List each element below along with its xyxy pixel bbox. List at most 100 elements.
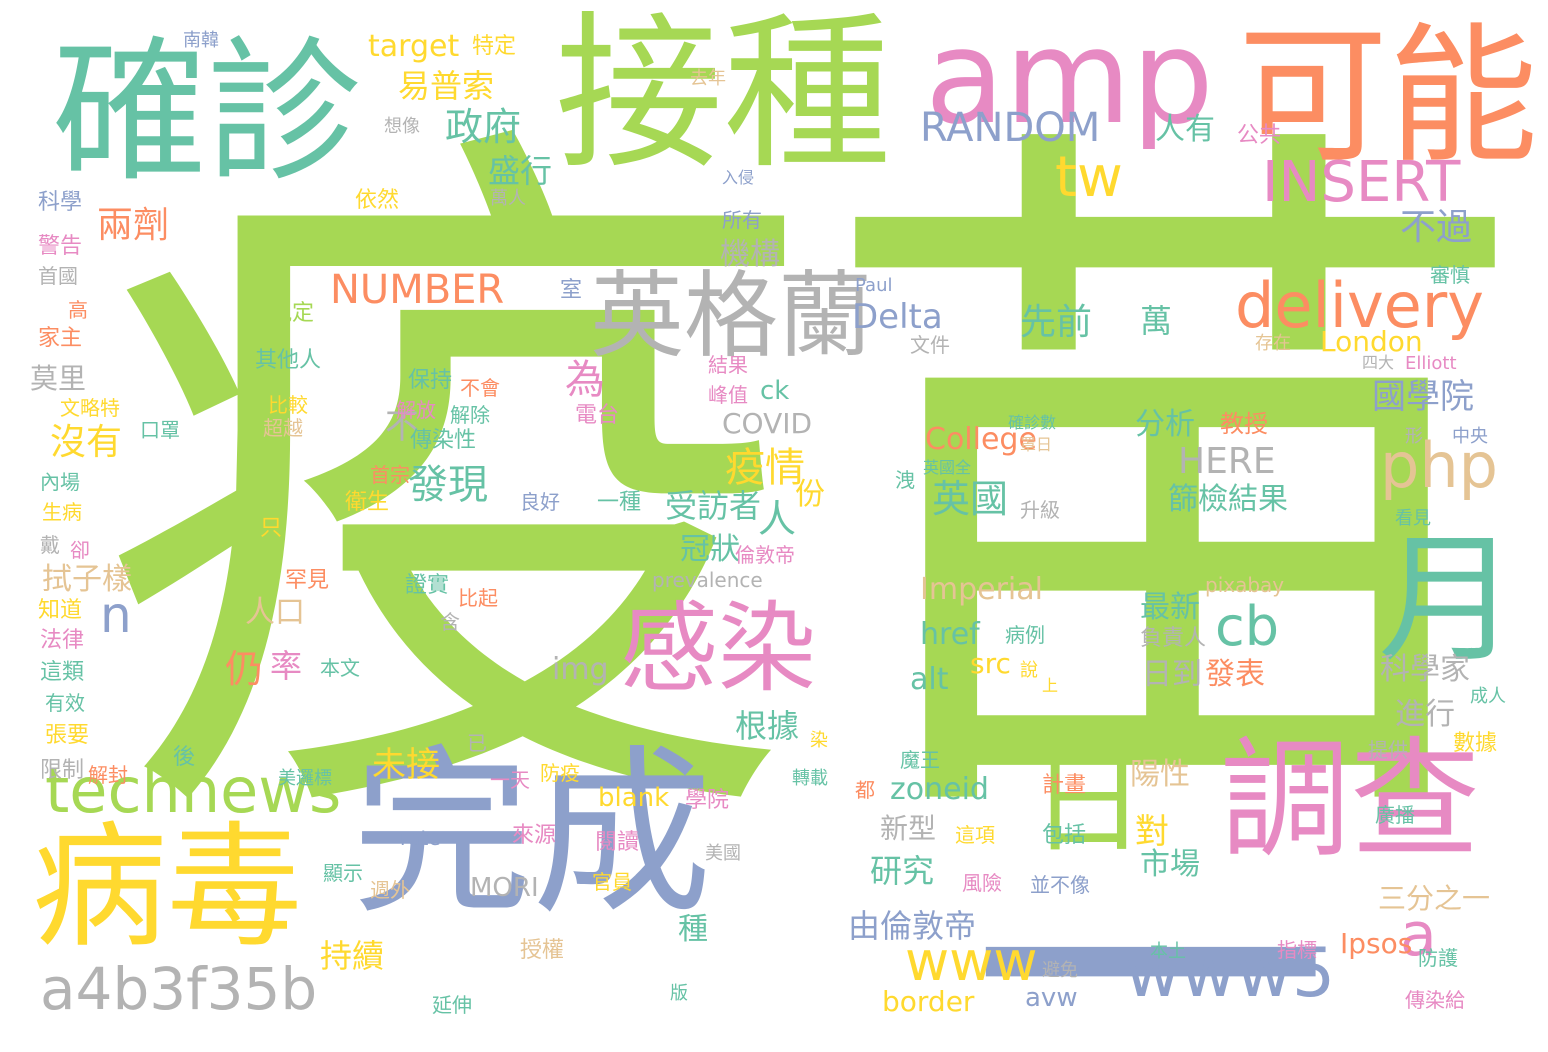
cloud-word: 官員	[592, 870, 632, 894]
cloud-word: 美邏標	[278, 768, 332, 789]
cloud-word: delivery	[1235, 269, 1484, 342]
cloud-word: border	[882, 985, 975, 1018]
cloud-word: 本文	[320, 656, 360, 680]
cloud-word: 避免	[1042, 960, 1078, 981]
cloud-word: 這類	[40, 660, 85, 685]
cloud-word: Elliott	[1405, 353, 1457, 374]
cloud-word: 其他人	[255, 348, 322, 373]
cloud-word: 先前	[1020, 302, 1093, 343]
cloud-word: 數據	[1453, 731, 1498, 756]
cloud-word: 人	[758, 497, 797, 541]
cloud-word: 知道	[38, 598, 83, 623]
cloud-word: 含	[440, 610, 460, 634]
cloud-word: 想像	[384, 116, 420, 137]
cloud-word: College	[925, 422, 1037, 457]
cloud-word: London	[1320, 325, 1423, 358]
cloud-word: 首宗	[370, 463, 410, 487]
cloud-word: 傳染性	[410, 428, 477, 453]
cloud-word: 上	[1042, 676, 1059, 695]
cloud-word: 戴	[40, 533, 60, 557]
cloud-word: 沒有	[50, 422, 123, 463]
cloud-word: 入侵	[722, 168, 755, 187]
cloud-word: 萬人	[490, 188, 526, 209]
cloud-word: 罕見	[285, 568, 330, 593]
cloud-word: pixabay	[1205, 573, 1285, 597]
cloud-word: 本土	[1150, 941, 1186, 962]
cloud-word: 傳染給	[1405, 988, 1465, 1012]
cloud-word: 版	[670, 983, 688, 1004]
cloud-word: 中央	[1452, 426, 1488, 447]
cloud-word: 教授	[1220, 410, 1268, 438]
cloud-word: 規定	[270, 301, 315, 326]
cloud-word: 魔王	[900, 748, 940, 772]
cloud-word: 超越	[263, 416, 303, 440]
cloud-word: 生病	[42, 500, 82, 524]
cloud-word: 仍	[225, 647, 264, 691]
cloud-word: Imperial	[920, 572, 1043, 607]
cloud-word: 內場	[40, 470, 80, 494]
cloud-word: 不	[385, 407, 419, 447]
cloud-word: 授權	[520, 938, 565, 963]
cloud-word: 拭子樣	[42, 562, 132, 597]
cloud-word: 南韓	[183, 30, 219, 51]
cloud-word: 日	[1011, 740, 1145, 855]
cloud-word: 美國	[705, 843, 741, 864]
cloud-word: 接種	[555, 0, 891, 192]
cloud-word: 存在	[1255, 333, 1291, 354]
cloud-word: 只	[260, 516, 283, 541]
cloud-word: 有效	[45, 691, 85, 715]
cloud-word: 國學院	[1372, 377, 1474, 417]
cloud-word: 指標	[1277, 938, 1317, 962]
cloud-word: 證實	[405, 573, 450, 598]
cloud-word: 特定	[472, 34, 517, 59]
cloud-word: 警告	[38, 234, 83, 259]
cloud-word: 峰值	[708, 383, 748, 407]
cloud-word: prevalence	[652, 568, 763, 592]
cloud-word: php	[1380, 429, 1499, 502]
cloud-word: 疫情	[725, 445, 805, 491]
cloud-word: 洩	[895, 468, 915, 492]
cloud-word: 家主	[38, 326, 83, 351]
cloud-word: 調查	[1220, 724, 1481, 876]
cloud-word: 室	[560, 278, 583, 303]
cloud-word: 閱讀	[595, 830, 640, 855]
cloud-word: tw	[1055, 145, 1123, 210]
cloud-word: 易普索	[398, 67, 495, 105]
cloud-word: alt	[910, 662, 949, 697]
cloud-word: 一天	[490, 768, 530, 792]
cloud-word: 都	[855, 778, 875, 802]
cloud-word: 冠狀	[680, 532, 740, 567]
cloud-word: href	[920, 617, 980, 652]
cloud-word: 比較	[268, 393, 308, 417]
cloud-word: a	[1400, 900, 1437, 970]
cloud-word: 進行	[1395, 697, 1455, 732]
cloud-word: 防護	[1418, 946, 1458, 970]
cloud-word: 英國	[932, 477, 1009, 521]
cloud-word: 卻	[70, 538, 90, 562]
cloud-word: Paul	[855, 275, 893, 296]
cloud-word: 完成	[352, 730, 713, 939]
cloud-word: 染	[810, 730, 828, 751]
cloud-word: www	[905, 930, 1038, 993]
cloud-word: 病例	[1005, 623, 1045, 647]
cloud-word: 負責人	[1140, 626, 1207, 651]
cloud-word: 防疫	[540, 761, 580, 785]
cloud-word: 科學	[38, 190, 83, 215]
cloud-word: 審慎	[1430, 263, 1470, 287]
cloud-word: 新型	[880, 812, 937, 845]
cloud-word: 英格蘭	[590, 262, 873, 371]
cloud-word: 比起	[458, 586, 498, 610]
cloud-word: 文件	[910, 333, 950, 357]
cloud-word: 學院	[685, 788, 730, 813]
cloud-word: 張要	[45, 723, 90, 748]
cloud-word: 疫苗	[95, 71, 1535, 909]
cloud-word: 結果	[708, 353, 748, 377]
cloud-word: amp	[925, 1, 1214, 153]
cloud-word: rate	[400, 826, 441, 850]
cloud-word: 轉載	[792, 768, 828, 789]
cloud-word: 來源	[512, 823, 557, 848]
cloud-word: 一	[970, 768, 1330, 1052]
cloud-word: 莫里	[30, 362, 87, 395]
cloud-word: 不會	[460, 376, 500, 400]
